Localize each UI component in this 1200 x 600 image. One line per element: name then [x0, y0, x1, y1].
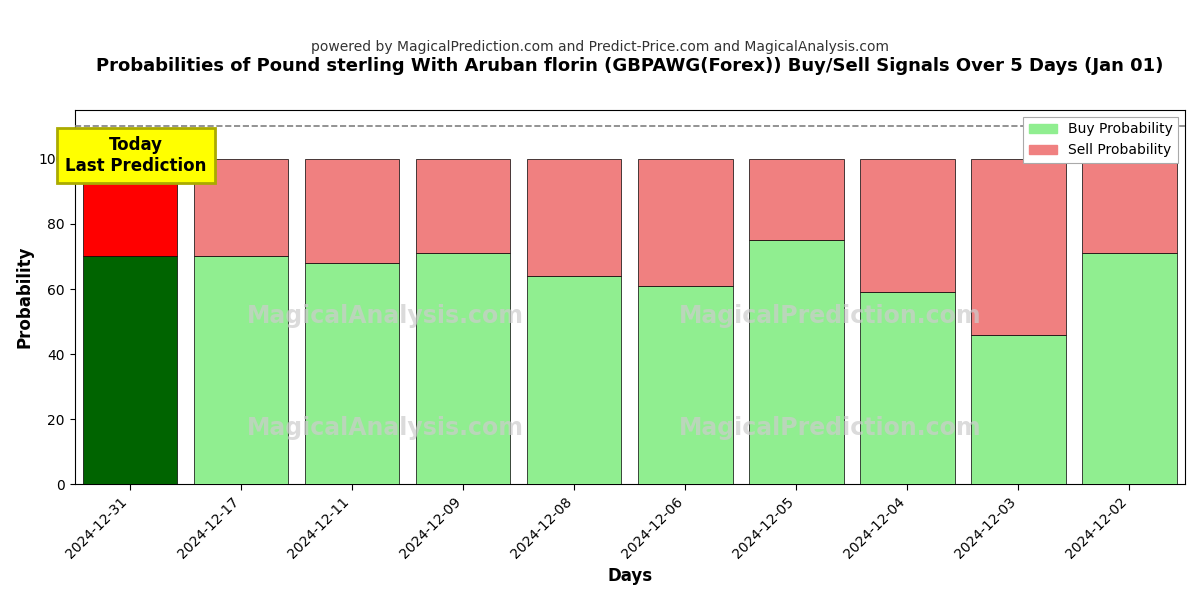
- Bar: [305, 159, 400, 263]
- Text: MagicalAnalysis.com: MagicalAnalysis.com: [247, 416, 524, 440]
- Bar: [1082, 253, 1177, 484]
- Bar: [416, 159, 510, 253]
- Y-axis label: Probability: Probability: [16, 246, 34, 349]
- Text: powered by MagicalPrediction.com and Predict-Price.com and MagicalAnalysis.com: powered by MagicalPrediction.com and Pre…: [311, 40, 889, 54]
- Bar: [638, 286, 732, 484]
- Bar: [194, 159, 288, 256]
- Bar: [860, 159, 955, 292]
- Text: MagicalPrediction.com: MagicalPrediction.com: [678, 304, 982, 328]
- Bar: [749, 159, 844, 240]
- Bar: [83, 256, 178, 484]
- Bar: [749, 240, 844, 484]
- Bar: [638, 159, 732, 286]
- Bar: [305, 263, 400, 484]
- Bar: [527, 159, 622, 276]
- Text: MagicalPrediction.com: MagicalPrediction.com: [678, 416, 982, 440]
- Text: Today
Last Prediction: Today Last Prediction: [65, 136, 206, 175]
- Bar: [194, 256, 288, 484]
- Bar: [971, 159, 1066, 335]
- Bar: [83, 159, 178, 256]
- Bar: [860, 292, 955, 484]
- Legend: Buy Probability, Sell Probability: Buy Probability, Sell Probability: [1024, 117, 1178, 163]
- Bar: [1082, 159, 1177, 253]
- X-axis label: Days: Days: [607, 567, 653, 585]
- Bar: [416, 253, 510, 484]
- Title: Probabilities of Pound sterling With Aruban florin (GBPAWG(Forex)) Buy/Sell Sign: Probabilities of Pound sterling With Aru…: [96, 57, 1164, 75]
- Bar: [527, 276, 622, 484]
- Text: MagicalAnalysis.com: MagicalAnalysis.com: [247, 304, 524, 328]
- Bar: [971, 335, 1066, 484]
